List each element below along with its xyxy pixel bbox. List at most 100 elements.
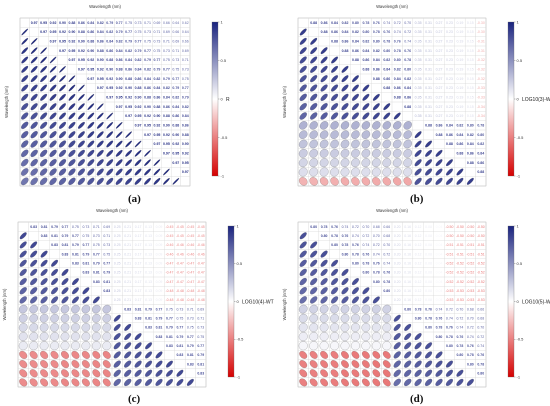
correlation-ellipse bbox=[351, 332, 360, 341]
correlation-ellipse bbox=[124, 369, 132, 377]
correlation-ellipse bbox=[330, 167, 339, 177]
correlation-ellipse bbox=[425, 342, 433, 350]
correlation-ellipse bbox=[30, 168, 38, 176]
correlation-ellipse bbox=[351, 378, 360, 387]
correlation-ellipse bbox=[341, 378, 349, 387]
correlation-ellipse bbox=[176, 378, 184, 386]
correlation-ellipse bbox=[18, 332, 28, 341]
correlation-value: 0.69 bbox=[163, 30, 170, 34]
correlation-value: 0.77 bbox=[93, 252, 100, 256]
correlation-value: 0.86 bbox=[394, 86, 401, 90]
correlation-ellipse bbox=[382, 360, 391, 368]
correlation-ellipse bbox=[77, 112, 85, 120]
correlation-value: 0.23 bbox=[446, 105, 453, 109]
correlation-value: 0.04 bbox=[436, 252, 443, 256]
correlation-value: 0.86 bbox=[182, 124, 189, 128]
correlation-ellipse bbox=[29, 360, 38, 369]
correlation-value: 0.16 bbox=[404, 289, 411, 293]
correlation-ellipse bbox=[320, 56, 328, 64]
correlation-ellipse bbox=[19, 350, 28, 359]
correlation-ellipse bbox=[382, 304, 392, 314]
correlation-value: -0.45 bbox=[197, 225, 205, 229]
correlation-value: 0.76 bbox=[363, 252, 370, 256]
correlation-value: 0.19 bbox=[456, 30, 463, 34]
correlation-value: 0.82 bbox=[116, 40, 123, 44]
correlation-ellipse bbox=[96, 177, 104, 185]
correlation-value: 0.82 bbox=[106, 30, 113, 34]
correlation-ellipse bbox=[115, 159, 123, 167]
panel-a: Wavelength (nm) Wavelength (nm) 0.97 0.95 0.… bbox=[4, 4, 252, 190]
correlation-ellipse bbox=[320, 250, 328, 258]
correlation-ellipse bbox=[330, 304, 339, 314]
correlation-value: 0.82 bbox=[404, 77, 411, 81]
correlation-ellipse bbox=[124, 360, 132, 368]
correlation-value: 0.74 bbox=[363, 243, 370, 247]
correlation-ellipse bbox=[102, 332, 112, 341]
correlation-ellipse bbox=[382, 323, 392, 332]
correlation-value: 0.13 bbox=[145, 234, 152, 238]
correlation-value: 0.82 bbox=[135, 58, 142, 62]
correlation-value: 0.83 bbox=[145, 326, 152, 330]
correlation-ellipse bbox=[393, 112, 401, 120]
correlation-ellipse bbox=[144, 150, 151, 157]
correlation-ellipse bbox=[340, 121, 350, 130]
correlation-value: 0.78 bbox=[352, 252, 359, 256]
correlation-ellipse bbox=[87, 159, 95, 167]
correlation-value: 0.72 bbox=[404, 30, 411, 34]
correlation-ellipse bbox=[299, 360, 308, 368]
correlation-ellipse bbox=[362, 103, 370, 111]
correlation-value: 0.64 bbox=[182, 30, 189, 34]
correlation-value: 0.79 bbox=[135, 49, 142, 53]
correlation-value: 0.12 bbox=[415, 271, 422, 275]
correlation-value: -0.47 bbox=[197, 271, 205, 275]
correlation-ellipse bbox=[320, 296, 328, 304]
correlation-ellipse bbox=[341, 360, 349, 368]
correlation-ellipse bbox=[341, 296, 349, 304]
correlation-ellipse bbox=[39, 332, 49, 341]
correlation-ellipse bbox=[21, 93, 29, 101]
correlation-value: 0.21 bbox=[124, 234, 131, 238]
correlation-ellipse bbox=[340, 323, 350, 332]
correlation-value: 0.20 bbox=[394, 298, 401, 302]
correlation-value: 0.92 bbox=[87, 58, 94, 62]
correlation-ellipse bbox=[445, 360, 453, 368]
correlation-value: 0.92 bbox=[97, 68, 104, 72]
correlation-ellipse bbox=[403, 177, 412, 186]
panel-letter-a: (a) bbox=[128, 193, 141, 205]
correlation-ellipse bbox=[19, 296, 27, 304]
correlation-value: 0.75 bbox=[177, 316, 184, 320]
correlation-value: 0.86 bbox=[352, 49, 359, 53]
correlation-value: 0.23 bbox=[446, 77, 453, 81]
correlation-value: 0.86 bbox=[467, 152, 474, 156]
correlation-ellipse bbox=[59, 93, 66, 101]
correlation-ellipse bbox=[106, 112, 114, 120]
correlation-ellipse bbox=[91, 341, 101, 351]
correlation-value: 0.95 bbox=[135, 114, 142, 118]
correlation-ellipse bbox=[393, 342, 401, 350]
correlation-value: 0.25 bbox=[114, 252, 121, 256]
correlation-value: 0.77 bbox=[154, 58, 161, 62]
correlation-value: 0.78 bbox=[457, 344, 464, 348]
correlation-ellipse bbox=[81, 341, 91, 351]
correlation-value: 0.16 bbox=[404, 261, 411, 265]
correlation-ellipse bbox=[77, 168, 86, 176]
x-axis-label: Wavelength (nm) bbox=[376, 208, 408, 213]
correlation-value: 0.31 bbox=[425, 77, 432, 81]
correlation-value: 0.16 bbox=[404, 234, 411, 238]
correlation-ellipse bbox=[82, 287, 90, 295]
correlation-value: -0.47 bbox=[186, 261, 194, 265]
correlation-ellipse bbox=[403, 378, 412, 387]
correlation-ellipse bbox=[81, 323, 91, 332]
correlation-heatmap-b: Wavelength (nm)Wavelength (nm)0.88 0.86 0.… bbox=[282, 4, 550, 187]
correlation-ellipse bbox=[340, 332, 350, 341]
correlation-value: 0.70 bbox=[373, 234, 380, 238]
correlation-ellipse bbox=[134, 342, 142, 350]
correlation-value: 0.79 bbox=[83, 252, 90, 256]
correlation-value: 0.79 bbox=[116, 30, 123, 34]
correlation-value: -0.45 bbox=[165, 225, 173, 229]
correlation-ellipse bbox=[68, 140, 76, 148]
correlation-value: 0.81 bbox=[62, 243, 69, 247]
correlation-value: 0.70 bbox=[457, 307, 464, 311]
correlation-ellipse bbox=[61, 360, 69, 369]
correlation-value: 0.13 bbox=[145, 225, 152, 229]
